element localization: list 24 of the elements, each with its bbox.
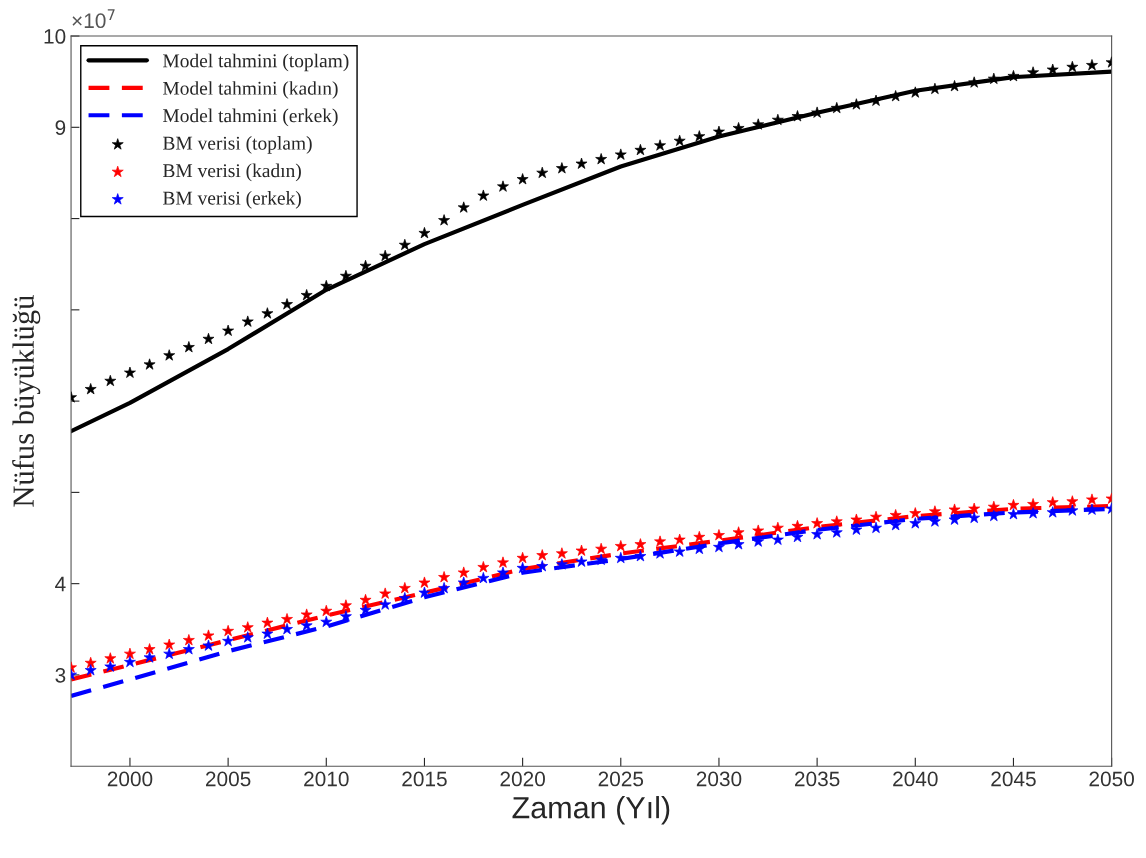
y-tick-label: 10 xyxy=(44,29,66,44)
legend-label: Model tahmini (kadın) xyxy=(163,81,338,99)
x-tick-label: 2035 xyxy=(795,771,840,787)
y-tick-label: 9 xyxy=(55,120,66,136)
legend-label: BM verisi (toplam) xyxy=(163,136,312,154)
x-tick-label: 2020 xyxy=(500,771,545,787)
x-tick-label: 2030 xyxy=(696,771,742,787)
x-tick-label: 2025 xyxy=(598,771,644,787)
x-tick-label: 2040 xyxy=(893,771,938,787)
x-tick-label: 2005 xyxy=(206,771,251,787)
legend-label: Model tahmini (erkek) xyxy=(163,108,338,127)
legend-label: Model tahmini (toplam) xyxy=(163,53,349,72)
y-tick-label: 3 xyxy=(55,667,66,683)
legend-label: BM verisi (erkek) xyxy=(163,191,301,209)
legend-label: BM verisi (kadın) xyxy=(163,163,301,182)
y-tick-label: 4 xyxy=(55,576,66,592)
text: ×10$^{7}$ xyxy=(72,9,115,29)
x-tick-label: 2045 xyxy=(991,771,1036,787)
x-axis-title: Zaman (Yıl) xyxy=(512,796,670,825)
x-tick-label: 2015 xyxy=(402,771,447,787)
x-tick-label: 2010 xyxy=(304,771,349,787)
x-tick-label: 2050 xyxy=(1089,771,1134,787)
x-tick-label: 2000 xyxy=(107,771,153,787)
y-axis-title: Nüfus büyüklüğü xyxy=(12,295,41,507)
